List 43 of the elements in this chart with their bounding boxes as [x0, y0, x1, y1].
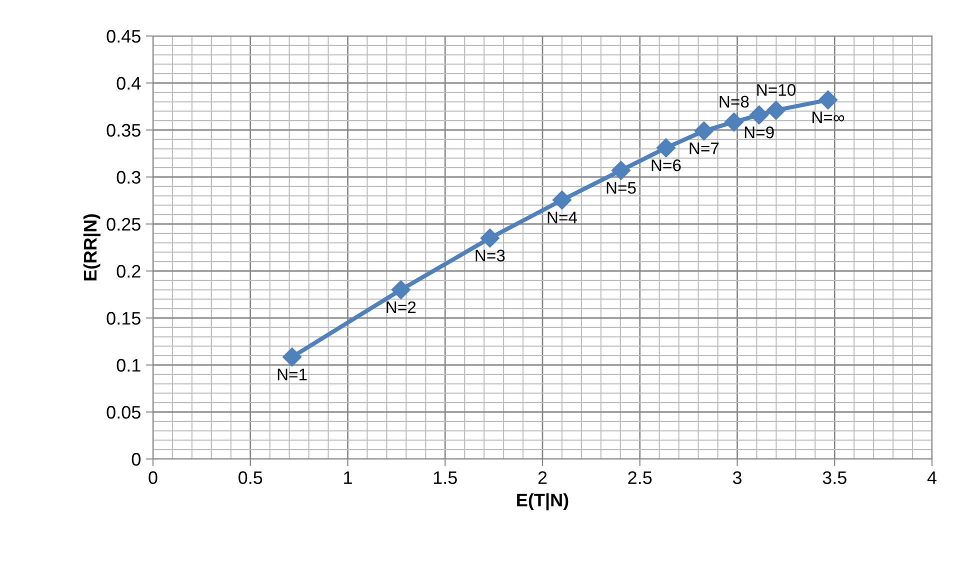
y-tick-label: 0.05	[106, 406, 140, 419]
annotation: N=2	[386, 301, 416, 313]
point	[282, 347, 302, 367]
point	[656, 138, 676, 158]
annotation: N=5	[606, 182, 636, 194]
annotation: N=9	[744, 126, 774, 138]
point	[818, 90, 838, 110]
x-tick-label: 3.5	[822, 471, 846, 484]
point	[694, 121, 714, 140]
y-axis-title: E(RR|N)	[83, 214, 100, 280]
point	[552, 190, 572, 210]
x-tick-label: 2.5	[628, 471, 652, 484]
x-tick-label: 0.5	[238, 471, 262, 484]
y-tick-label: 0.4	[116, 76, 141, 90]
annotation: N=7	[690, 142, 719, 154]
annotation: N=8	[720, 96, 749, 108]
point	[766, 100, 786, 120]
y-tick-label: 0	[132, 452, 140, 466]
point	[750, 105, 769, 124]
annotation: N=10	[757, 84, 796, 96]
x-tick-label: 2	[538, 471, 547, 484]
y-tick-label: 0.1	[116, 358, 140, 372]
y-tick-label: 0.35	[106, 124, 140, 137]
y-tick-label: 0.15	[106, 312, 140, 325]
y-tick-label: 0.3	[116, 170, 140, 184]
x-axis-title: E(T|N)	[517, 493, 568, 510]
x-tick-label: 1	[344, 471, 352, 484]
x-tick-label: 1.5	[434, 471, 457, 484]
point	[724, 112, 744, 132]
point	[480, 228, 500, 248]
y-tick-label: 0.2	[116, 264, 140, 278]
point	[391, 280, 410, 300]
annotation: N=∞	[812, 112, 844, 124]
annotation: N=6	[652, 159, 681, 172]
annotation: N=3	[476, 250, 505, 262]
y-tick-label: 0.25	[106, 218, 140, 231]
point	[611, 160, 631, 180]
x-tick-label: 4	[927, 471, 936, 484]
x-tick-label: 3	[732, 471, 742, 484]
y-tick-label: 0.45	[106, 30, 140, 43]
annotation: N=4	[548, 212, 578, 224]
annotation: N=1	[278, 368, 307, 380]
x-tick-label: 0	[148, 471, 158, 484]
